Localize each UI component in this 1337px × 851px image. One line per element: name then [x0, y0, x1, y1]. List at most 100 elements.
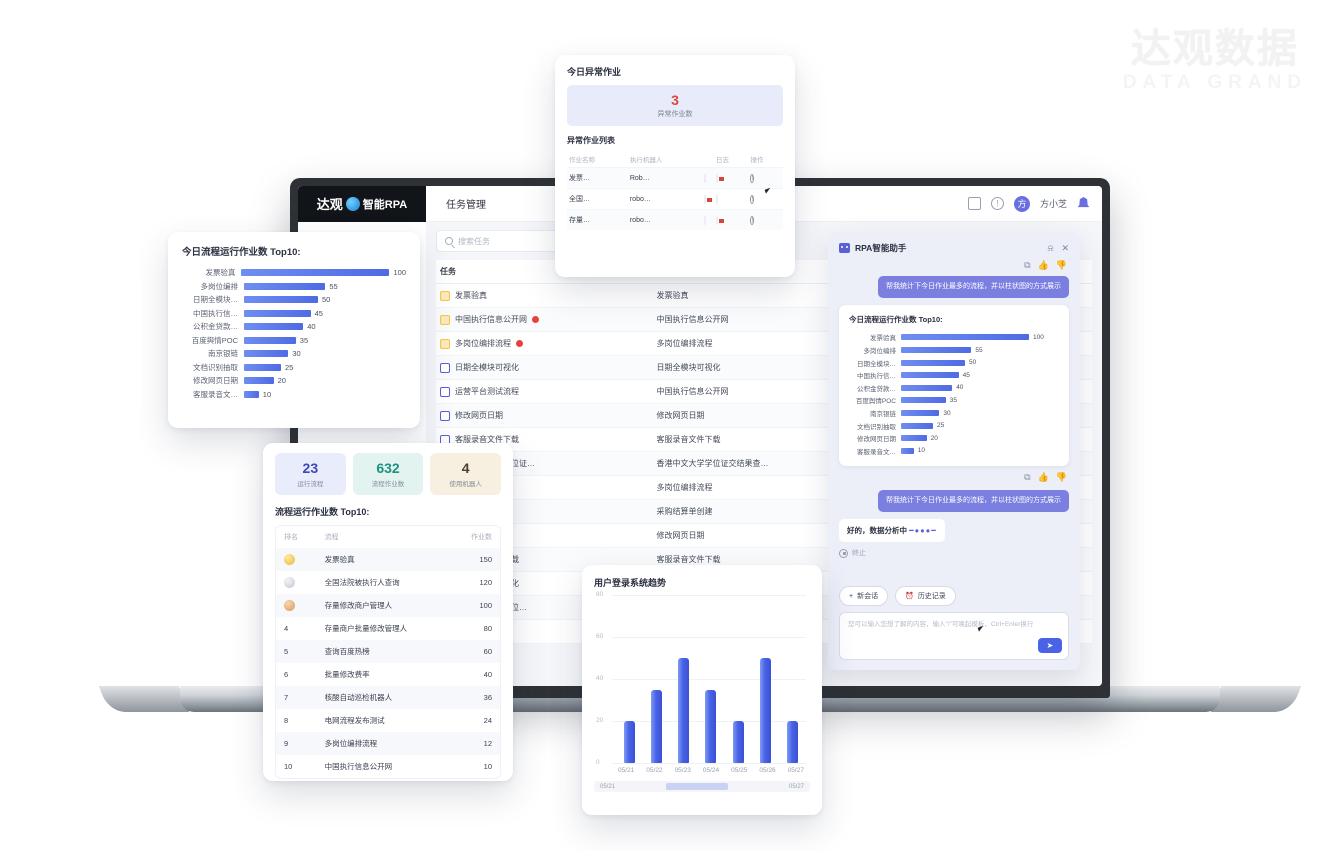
list-item[interactable]: 4 存量商户批量修改管理人 80: [276, 617, 500, 640]
anomaly-row[interactable]: 存量… robo…!: [567, 209, 783, 230]
ranking-table-body: 发票验真 150 全国法院被执行人查询 120 存量修改商户管理人 100 4 存量商户批量修…: [276, 548, 500, 778]
y-tick-label: 20: [596, 717, 604, 724]
cell-flow: 中国执行信息公开网: [652, 307, 830, 332]
alert-icon: [532, 316, 539, 323]
task-name: 客服录音文件下载: [455, 435, 519, 444]
spacer: [839, 558, 1069, 586]
bar: [244, 323, 304, 331]
task-name: 日期全模块可视化: [455, 363, 519, 372]
bar-value: 50: [969, 359, 977, 367]
bar-label: 日期全模块…: [857, 360, 896, 368]
help-icon[interactable]: [990, 197, 1004, 210]
bar-label: 修改网页日期: [857, 436, 896, 444]
trend-chart-title: 用户登录系统趋势: [594, 578, 667, 588]
info-icon[interactable]: !: [750, 194, 755, 204]
bar: [901, 435, 927, 442]
bar-label: 客服录音文…: [857, 448, 896, 456]
list-item[interactable]: 8 电网流程发布测试 24: [276, 709, 500, 732]
document-icon[interactable]: [967, 197, 981, 210]
list-item[interactable]: 7 核酸自动巡检机器人 36: [276, 686, 500, 709]
job-count-cell: 12: [449, 732, 500, 755]
log-thumbnail[interactable]: [716, 173, 719, 183]
stop-generation-button[interactable]: 终止: [839, 548, 1069, 558]
nav-item-task-management[interactable]: 任务管理: [446, 200, 486, 211]
alert-icon: [516, 340, 523, 347]
x-tick-label: 05/21: [618, 767, 635, 774]
close-icon[interactable]: ✕: [1061, 242, 1069, 253]
list-item[interactable]: 5 查询百度热榜 60: [276, 640, 500, 663]
bar-label: 中国执行信…: [193, 308, 238, 318]
task-name: 中国执行信息公开网: [455, 315, 527, 324]
thumbs-up-icon[interactable]: 👍: [1037, 472, 1049, 483]
bar: [901, 410, 940, 416]
ranking-header-row: 排名 流程 作业数: [276, 526, 500, 548]
new-chat-button[interactable]: + 新会话: [839, 586, 889, 606]
list-item[interactable]: 9 多岗位编排流程 12: [276, 732, 500, 755]
flow-name-cell: 存量商户批量修改管理人: [324, 624, 408, 633]
user-name[interactable]: 方小芝: [1039, 199, 1067, 209]
notification-icon[interactable]: [1077, 197, 1090, 208]
bar-value: 35: [949, 396, 958, 404]
bar-label: 多岗位编排: [200, 281, 239, 291]
trend-scrollbar[interactable]: 05/21 05/27: [594, 781, 810, 792]
trend-bar: [624, 721, 636, 763]
stat-robots-used: 4 使用机器人: [430, 453, 502, 495]
bot-message-bubble: 好的，数据分析中 ━●●●━: [839, 519, 945, 543]
bar-label: 修改网页日期: [193, 376, 238, 386]
task-type-icon: [440, 314, 450, 325]
log-thumbnail[interactable]: [716, 194, 719, 204]
history-button[interactable]: ⏰ 历史记录: [895, 586, 956, 606]
scroll-thumb[interactable]: [666, 783, 728, 790]
avatar[interactable]: 方: [1013, 195, 1030, 212]
bar-value: 20: [930, 434, 938, 442]
send-button[interactable]: ➤: [1038, 638, 1062, 653]
medal-icon: [284, 554, 295, 565]
bar: [901, 334, 1029, 341]
copy-icon[interactable]: ⧉: [1024, 260, 1031, 270]
list-item[interactable]: 10 中国执行信息公开网 10: [276, 755, 500, 778]
info-icon[interactable]: !: [750, 215, 755, 225]
user-message-bubble-2: 帮我统计下今日作业最多的流程，并以柱状图的方式展示: [878, 490, 1069, 513]
list-item[interactable]: 发票验真 150: [276, 548, 500, 571]
rank-cell: 5: [276, 640, 317, 663]
list-item[interactable]: 存量修改商户管理人 100: [276, 594, 500, 617]
chat-input[interactable]: 您可以输入您想了解的内容，输入"/"可唤起模板，Ctrl+Enter换行 ➤: [839, 612, 1069, 660]
screenshot-thumbnail[interactable]: [703, 215, 706, 225]
cell-flow: 香港中文大学学位证交结果查…: [652, 451, 830, 476]
thumbs-up-icon[interactable]: 👍: [1037, 260, 1049, 270]
bar-label: 南京银链: [208, 349, 238, 359]
anomaly-row[interactable]: 全国… robo…!: [567, 188, 783, 210]
job-count-cell: 80: [483, 624, 492, 633]
trend-bar: [678, 658, 690, 763]
login-trend-card: 用户登录系统趋势 0 20 40 60 80 05/21 05/22 05/23 05/24 0…: [582, 565, 822, 815]
task-type-icon: [440, 338, 450, 349]
bar-row: 多岗位编排 55: [849, 344, 1059, 357]
list-item[interactable]: 全国法院被执行人查询 120: [276, 571, 500, 594]
cell-flow: 多岗位编排流程: [652, 331, 830, 356]
log-thumbnail[interactable]: [716, 215, 719, 225]
anom-robot: robo…: [627, 188, 702, 210]
rpa-assistant-panel: RPA智能助手 ⍾ ✕ ⧉ 👍 👎 帮我统计下今日作业最多的流程，并以柱状图的方…: [828, 232, 1080, 670]
col-anom-action: 操作: [750, 157, 764, 164]
y-tick-label: 60: [596, 633, 604, 640]
bar-label: 日期全模块…: [193, 295, 238, 305]
list-item[interactable]: 6 批量修改费率 40: [276, 663, 500, 686]
anomaly-row[interactable]: 发票… Rob…!: [567, 167, 783, 189]
anom-robot: Rob…: [627, 167, 702, 189]
assistant-chart-title: 今日流程运行作业数 Top10:: [849, 315, 943, 325]
logo-text-cn: 达观: [316, 197, 343, 212]
stat-label: 流程作业数: [371, 481, 405, 488]
expand-icon[interactable]: ⍾: [1047, 242, 1054, 253]
anomaly-table: 作业名称 执行机器人 日志 操作 发票… Rob…! 全国… robo…! 存量… rob…: [567, 151, 783, 230]
bar-row: 南京银链 30: [182, 347, 406, 361]
thumbs-down-icon[interactable]: 👎: [1055, 260, 1067, 270]
thumbs-down-icon[interactable]: 👎: [1055, 472, 1067, 483]
bar-value: 30: [292, 349, 301, 359]
flow-name-cell: 电网流程发布测试: [324, 716, 385, 725]
copy-icon[interactable]: ⧉: [1024, 472, 1031, 483]
bar-row: 发票验真 100: [849, 331, 1059, 344]
screenshot-thumbnail[interactable]: [703, 194, 706, 204]
screenshot-thumbnail[interactable]: [703, 173, 706, 183]
cell-task: 中国执行信息公开网: [436, 307, 653, 332]
info-icon[interactable]: !: [750, 173, 755, 183]
